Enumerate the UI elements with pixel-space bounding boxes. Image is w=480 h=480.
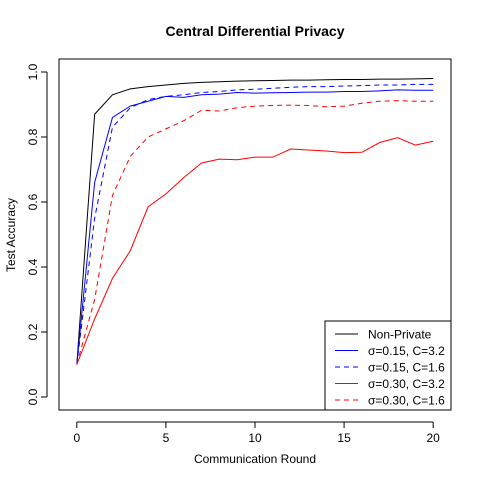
x-tick-label: 10: [248, 431, 262, 445]
x-tick-label: 20: [427, 431, 441, 445]
y-axis-label: Test Accuracy: [4, 198, 18, 272]
plot-frame: [58, 58, 452, 411]
y-tick-label: 0.8: [26, 128, 40, 145]
series-line-1: [76, 78, 434, 365]
y-tick-label: 0.6: [26, 193, 40, 210]
y-tick-label: 1.0: [26, 63, 40, 80]
series-lines: [76, 78, 434, 365]
x-axis-label: Communication Round: [194, 452, 316, 466]
series-line-4: [76, 137, 434, 365]
series-line-3: [76, 83, 434, 365]
x-tick-label: 0: [73, 431, 80, 445]
legend-box: [324, 320, 452, 411]
legend-label-4: σ=0.30, C=3.2: [368, 377, 445, 391]
legend: Non-Private σ=0.15, C=3.2 σ=0.15, C=1.6 σ=0…: [324, 320, 452, 411]
chart-title: Central Differential Privacy: [166, 23, 345, 39]
y-tick-label: 0.2: [26, 323, 40, 340]
legend-label-3: σ=0.15, C=1.6: [368, 361, 445, 375]
plot-area: [58, 58, 452, 411]
y-tick-label: 0.0: [26, 388, 40, 405]
y-tick-label: 0.4: [26, 258, 40, 275]
x-tick-label: 15: [337, 431, 351, 445]
series-line-5: [76, 100, 434, 365]
legend-label-5: σ=0.30, C=1.6: [368, 394, 445, 408]
legend-label-2: σ=0.15, C=3.2: [368, 344, 445, 358]
x-tick-label: 5: [163, 431, 170, 445]
axes: 0 5 10 15 20 0.0 0.2 0.4 0.6 0.8 1.0: [26, 63, 440, 445]
legend-label-1: Non-Private: [368, 328, 432, 342]
